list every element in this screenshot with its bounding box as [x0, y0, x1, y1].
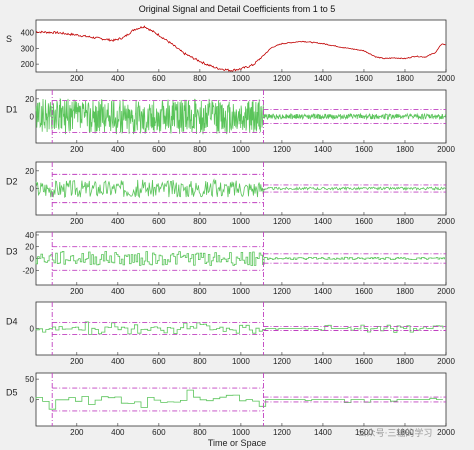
y-tick-label: 0: [30, 325, 35, 334]
x-tick-label: 1200: [273, 74, 291, 83]
x-tick-label: 1000: [232, 428, 250, 437]
x-tick-label: 200: [70, 357, 84, 366]
x-tick-label: 1400: [314, 357, 332, 366]
y-axis-label: S: [6, 34, 12, 44]
x-tick-label: 1200: [273, 287, 291, 296]
y-tick-label: 0: [30, 185, 35, 194]
x-tick-label: 1600: [355, 287, 373, 296]
coefficient-line: [35, 97, 447, 135]
subplot-d5: 200 400 600 800 1000 1200 1400 1600 1800 2000 0 50 D…: [6, 372, 455, 437]
x-tick-label: 1000: [232, 74, 250, 83]
y-axis-label: D3: [6, 247, 18, 257]
x-tick-label: 800: [193, 145, 207, 154]
x-tick-label: 400: [111, 287, 125, 296]
subplot-d3: 200 400 600 800 1000 1200 1400 1600 1800 2000 -20 0…: [6, 231, 455, 296]
y-tick-label: 400: [21, 29, 35, 38]
signal-line: [35, 25, 446, 72]
x-tick-label: 400: [111, 145, 125, 154]
x-tick-label: 1400: [314, 217, 332, 226]
y-tick-label: 20: [25, 243, 34, 252]
y-axis-label: D1: [6, 105, 18, 115]
y-tick-label: 200: [21, 60, 35, 69]
x-tick-label: 1000: [232, 217, 250, 226]
x-tick-label: 800: [193, 357, 207, 366]
x-tick-label: 600: [152, 287, 166, 296]
y-tick-label: 0: [30, 113, 35, 122]
y-tick-label: 50: [25, 375, 34, 384]
x-tick-label: 800: [193, 74, 207, 83]
x-tick-label: 1200: [273, 428, 291, 437]
x-tick-label: 1800: [396, 357, 414, 366]
x-tick-label: 1600: [355, 357, 373, 366]
subplot-d4: 200 400 600 800 1000 1200 1400 1600 1800 2000 0 D4: [6, 301, 455, 366]
x-tick-label: 1200: [273, 217, 291, 226]
y-tick-label: 300: [21, 44, 35, 53]
x-tick-label: 1200: [273, 145, 291, 154]
x-tick-label: 2000: [437, 357, 455, 366]
x-tick-label: 1800: [396, 145, 414, 154]
x-tick-label: 1400: [314, 74, 332, 83]
x-tick-label: 1200: [273, 357, 291, 366]
x-tick-label: 800: [193, 217, 207, 226]
x-tick-label: 600: [152, 428, 166, 437]
coefficient-line: [35, 389, 443, 410]
x-tick-label: 200: [70, 145, 84, 154]
figure-title: Original Signal and Detail Coefficients …: [139, 4, 335, 14]
x-tick-label: 1400: [314, 145, 332, 154]
coefficient-line: [35, 250, 446, 266]
x-tick-label: 200: [70, 287, 84, 296]
x-tick-label: 400: [111, 357, 125, 366]
x-tick-label: 400: [111, 428, 125, 437]
x-tick-label: 600: [152, 74, 166, 83]
x-tick-label: 2000: [437, 217, 455, 226]
y-tick-label: -20: [22, 266, 34, 275]
y-tick-label: 0: [30, 255, 35, 264]
x-tick-label: 600: [152, 145, 166, 154]
x-tick-label: 1800: [396, 74, 414, 83]
subplots: 200 400 600 800 1000 1200 1400 1600 1800 20002003…: [6, 19, 455, 437]
x-tick-label: 1600: [355, 74, 373, 83]
x-tick-label: 2000: [437, 287, 455, 296]
x-tick-label: 2000: [437, 74, 455, 83]
x-tick-label: 800: [193, 428, 207, 437]
x-tick-label: 800: [193, 287, 207, 296]
subplot-d2: 200 400 600 800 1000 1200 1400 1600 1800 2000 0 20 D…: [6, 161, 455, 226]
x-tick-label: 2000: [437, 428, 455, 437]
watermark-text: 公众号·三轴的学习: [358, 427, 433, 439]
x-tick-label: 400: [111, 217, 125, 226]
y-tick-label: 0: [30, 396, 35, 405]
x-tick-label: 200: [70, 74, 84, 83]
y-tick-label: 20: [25, 167, 34, 176]
x-tick-label: 200: [70, 217, 84, 226]
x-tick-label: 1000: [232, 287, 250, 296]
y-axis-label: D4: [6, 317, 18, 327]
x-tick-label: 600: [152, 357, 166, 366]
x-tick-label: 1400: [314, 428, 332, 437]
x-tick-label: 1000: [232, 357, 250, 366]
y-tick-label: 20: [25, 95, 34, 104]
x-tick-label: 200: [70, 428, 84, 437]
x-tick-label: 1800: [396, 428, 414, 437]
x-tick-label: 1600: [355, 217, 373, 226]
x-tick-label: 2000: [437, 145, 455, 154]
x-tick-label: 1600: [355, 145, 373, 154]
x-axis-label: Time or Space: [208, 438, 266, 448]
y-axis-label: D5: [6, 388, 18, 398]
x-tick-label: 1800: [396, 217, 414, 226]
subplot-s: 200 400 600 800 1000 1200 1400 1600 1800 2000 200 3…: [6, 19, 455, 83]
coefficient-line: [35, 178, 446, 199]
y-axis-label: D2: [6, 177, 18, 187]
x-tick-label: 1000: [232, 145, 250, 154]
x-tick-label: 1600: [355, 428, 373, 437]
y-tick-label: 40: [25, 231, 34, 240]
subplot-d1: 200 400 600 800 1000 1200 1400 1600 1800 2000 0 20 D…: [6, 89, 455, 154]
x-tick-label: 1400: [314, 287, 332, 296]
x-tick-label: 600: [152, 217, 166, 226]
plot-area: [35, 19, 447, 73]
x-tick-label: 1800: [396, 287, 414, 296]
x-tick-label: 400: [111, 74, 125, 83]
